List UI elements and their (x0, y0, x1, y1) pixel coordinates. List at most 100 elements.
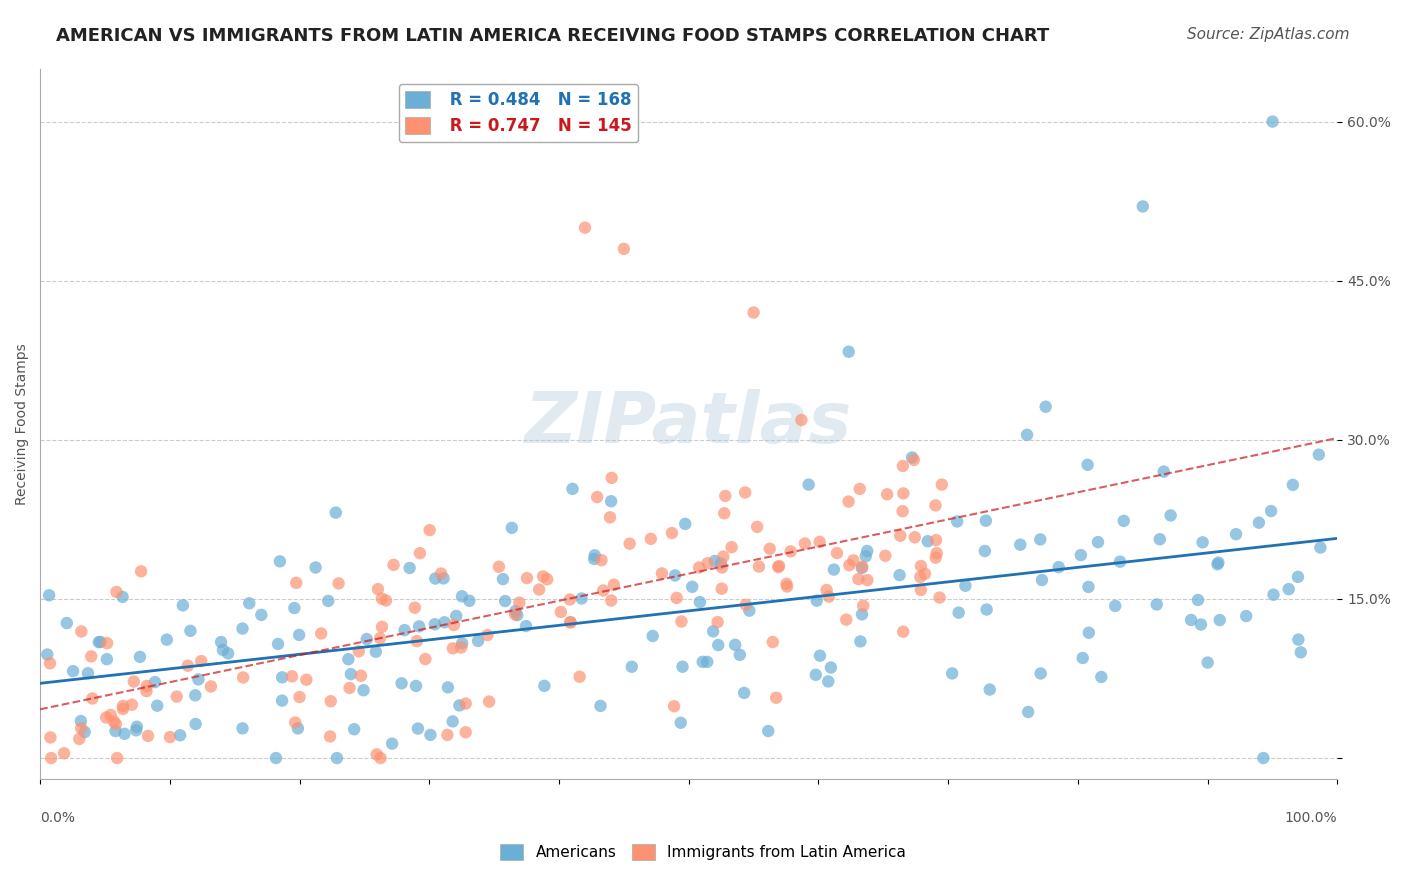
Immigrants from Latin America (100, 708, 122, 723)
Immigrants from Latin America (910, 582, 932, 597)
Text: ZIPatlas: ZIPatlas (524, 390, 852, 458)
Americans (231, 722, 253, 736)
Americans (1209, 613, 1232, 627)
Immigrants from Latin America (779, 544, 801, 558)
Americans (808, 648, 831, 663)
Immigrants from Latin America (454, 697, 477, 711)
Americans (391, 676, 413, 690)
Immigrants from Latin America (39, 731, 62, 745)
Americans (1191, 535, 1213, 549)
Immigrants from Latin America (838, 494, 860, 508)
Immigrants from Latin America (450, 640, 472, 655)
Immigrants from Latin America (339, 681, 361, 695)
Americans (948, 606, 970, 620)
Immigrants from Latin America (503, 607, 526, 622)
Americans (917, 534, 939, 549)
Immigrants from Latin America (404, 600, 426, 615)
Americans (600, 494, 623, 508)
Immigrants from Latin America (748, 559, 770, 574)
Americans (77, 666, 100, 681)
Americans (38, 588, 60, 602)
Immigrants from Latin America (177, 658, 200, 673)
Americans (692, 655, 714, 669)
Americans (398, 561, 420, 575)
Immigrants from Latin America (876, 487, 898, 501)
Americans (325, 506, 347, 520)
Immigrants from Latin America (478, 695, 501, 709)
Immigrants from Latin America (768, 559, 790, 574)
Americans (1286, 632, 1309, 647)
Immigrants from Latin America (375, 593, 398, 607)
Immigrants from Latin America (904, 530, 927, 544)
Americans (955, 579, 977, 593)
Americans (212, 643, 235, 657)
Immigrants from Latin America (856, 573, 879, 587)
Americans (287, 722, 309, 736)
Americans (406, 722, 429, 736)
Americans (973, 544, 995, 558)
Immigrants from Latin America (776, 580, 799, 594)
Americans (264, 751, 287, 765)
Immigrants from Latin America (696, 556, 718, 570)
Americans (111, 590, 134, 604)
Americans (1029, 533, 1052, 547)
Immigrants from Latin America (747, 520, 769, 534)
Immigrants from Latin America (574, 220, 596, 235)
Americans (561, 482, 583, 496)
Immigrants from Latin America (129, 564, 152, 578)
Americans (1077, 458, 1099, 472)
Immigrants from Latin America (835, 613, 858, 627)
Immigrants from Latin America (762, 635, 785, 649)
Immigrants from Latin America (838, 558, 860, 573)
Americans (817, 674, 839, 689)
Immigrants from Latin America (591, 553, 613, 567)
Americans (231, 622, 253, 636)
Y-axis label: Receiving Food Stamps: Receiving Food Stamps (15, 343, 30, 505)
Americans (271, 693, 294, 707)
Americans (664, 568, 686, 582)
Immigrants from Latin America (531, 569, 554, 583)
Immigrants from Latin America (368, 632, 391, 646)
Immigrants from Latin America (441, 641, 464, 656)
Americans (209, 635, 232, 649)
Immigrants from Latin America (370, 751, 392, 765)
Americans (433, 615, 456, 630)
Americans (889, 568, 911, 582)
Americans (1090, 670, 1112, 684)
Americans (849, 634, 872, 648)
Immigrants from Latin America (550, 605, 572, 619)
Immigrants from Latin America (592, 583, 614, 598)
Immigrants from Latin America (405, 634, 427, 648)
Immigrants from Latin America (651, 566, 673, 581)
Immigrants from Latin America (734, 598, 756, 612)
Immigrants from Latin America (105, 751, 128, 765)
Americans (271, 670, 294, 684)
Americans (703, 554, 725, 568)
Immigrants from Latin America (159, 730, 181, 744)
Immigrants from Latin America (640, 532, 662, 546)
Immigrants from Latin America (288, 690, 311, 704)
Immigrants from Latin America (285, 575, 308, 590)
Immigrants from Latin America (319, 730, 342, 744)
Immigrants from Latin America (281, 669, 304, 683)
Americans (451, 589, 474, 603)
Immigrants from Latin America (852, 599, 875, 613)
Americans (340, 667, 363, 681)
Immigrants from Latin America (808, 534, 831, 549)
Americans (1087, 535, 1109, 549)
Americans (1109, 555, 1132, 569)
Americans (449, 698, 471, 713)
Americans (838, 344, 860, 359)
Americans (823, 563, 845, 577)
Immigrants from Latin America (96, 636, 118, 650)
Immigrants from Latin America (842, 553, 865, 567)
Immigrants from Latin America (166, 690, 188, 704)
Americans (1309, 541, 1331, 555)
Immigrants from Latin America (928, 591, 950, 605)
Text: Source: ZipAtlas.com: Source: ZipAtlas.com (1187, 27, 1350, 42)
Americans (974, 514, 997, 528)
Americans (1253, 751, 1275, 765)
Americans (1029, 666, 1052, 681)
Americans (353, 683, 375, 698)
Americans (458, 594, 481, 608)
